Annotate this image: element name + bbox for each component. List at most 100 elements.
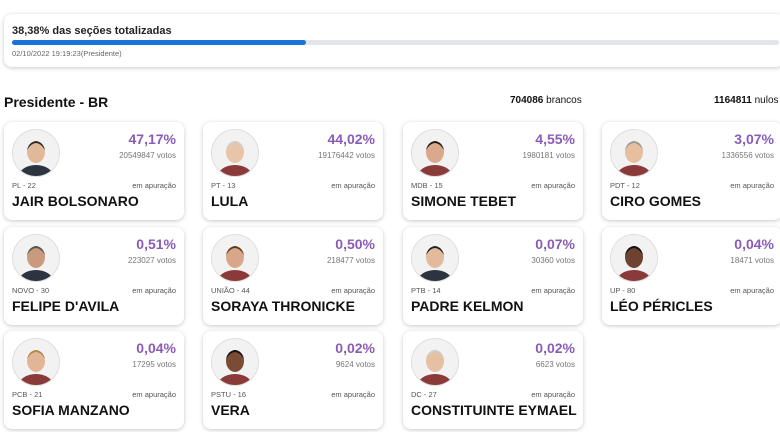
nulos: 1164811 nulos bbox=[714, 95, 779, 106]
candidate-card: 0,04% 18471 votos UP - 80 em apuração LÉO PÉ… bbox=[602, 227, 780, 325]
progress-label: 38,38% das seções totalizadas bbox=[12, 25, 172, 37]
avatar-art bbox=[212, 339, 258, 385]
brancos: 704086 brancos bbox=[510, 95, 582, 106]
candidate-party: MDB - 15 bbox=[411, 181, 443, 190]
candidate-percent: 4,55% bbox=[535, 131, 575, 147]
avatar-art bbox=[13, 130, 59, 176]
candidate-votes: 20549847 votos bbox=[119, 151, 176, 160]
avatar-art bbox=[13, 235, 59, 281]
candidate-status: em apuração bbox=[531, 286, 575, 295]
candidate-photo bbox=[411, 234, 459, 282]
candidate-name: CONSTITUINTE EYMAEL bbox=[411, 402, 577, 418]
candidate-votes: 223027 votos bbox=[127, 256, 176, 265]
candidate-percent: 0,50% bbox=[335, 236, 375, 252]
candidate-card: 0,02% 9624 votos PSTU - 16 em apuração VERA bbox=[203, 331, 383, 429]
candidate-percent: 0,04% bbox=[734, 236, 774, 252]
candidate-status: em apuração bbox=[331, 286, 375, 295]
candidate-photo bbox=[211, 338, 259, 386]
candidate-percent: 44,02% bbox=[327, 131, 375, 147]
candidate-name: SORAYA THRONICKE bbox=[211, 298, 355, 314]
candidate-photo bbox=[211, 129, 259, 177]
candidate-status: em apuração bbox=[132, 286, 176, 295]
candidate-photo bbox=[211, 234, 259, 282]
candidate-votes: 17295 votos bbox=[132, 360, 176, 369]
candidate-card: 0,51% 223027 votos NOVO - 30 em apuração FEL… bbox=[4, 227, 184, 325]
candidate-party: DC - 27 bbox=[411, 390, 437, 399]
candidate-party: PTB - 14 bbox=[411, 286, 441, 295]
section-title: Presidente - BR bbox=[4, 94, 109, 110]
candidate-percent: 0,02% bbox=[335, 340, 375, 356]
candidate-party: PSTU - 16 bbox=[211, 390, 247, 399]
candidate-name: PADRE KELMON bbox=[411, 298, 524, 314]
avatar-art bbox=[611, 235, 657, 281]
candidate-name: SOFIA MANZANO bbox=[12, 402, 130, 418]
candidate-party: NOVO - 30 bbox=[12, 286, 50, 295]
candidate-status: em apuração bbox=[531, 390, 575, 399]
candidate-percent: 0,02% bbox=[535, 340, 575, 356]
candidate-photo bbox=[411, 129, 459, 177]
candidate-card: 44,02% 19176442 votos PT - 13 em apuração LU… bbox=[203, 122, 383, 220]
candidate-party: UP - 80 bbox=[610, 286, 636, 295]
candidate-name: LULA bbox=[211, 193, 249, 209]
avatar-art bbox=[212, 130, 258, 176]
candidate-percent: 0,04% bbox=[136, 340, 176, 356]
candidate-photo bbox=[12, 234, 60, 282]
candidate-status: em apuração bbox=[132, 390, 176, 399]
candidate-status: em apuração bbox=[531, 181, 575, 190]
candidate-percent: 0,51% bbox=[136, 236, 176, 252]
candidate-name: CIRO GOMES bbox=[610, 193, 702, 209]
nulos-count: 1164811 bbox=[714, 95, 752, 106]
candidate-votes: 18471 votos bbox=[730, 256, 774, 265]
candidate-card: 47,17% 20549847 votos PL - 22 em apuração JA… bbox=[4, 122, 184, 220]
progress-track bbox=[12, 40, 779, 45]
candidate-name: LÉO PÉRICLES bbox=[610, 298, 713, 314]
candidate-photo bbox=[610, 234, 658, 282]
candidate-status: em apuração bbox=[331, 390, 375, 399]
candidate-photo bbox=[12, 129, 60, 177]
avatar-art bbox=[412, 339, 458, 385]
progress-panel: 38,38% das seções totalizadas 02/10/2022… bbox=[4, 14, 780, 67]
candidate-party: PCB - 21 bbox=[12, 390, 43, 399]
candidate-votes: 1336556 votos bbox=[721, 151, 775, 160]
candidate-name: FELIPE D'AVILA bbox=[12, 298, 120, 314]
candidate-card: 4,55% 1980181 votos MDB - 15 em apuração SIM… bbox=[403, 122, 583, 220]
candidate-party: UNIÃO - 44 bbox=[211, 286, 250, 295]
candidate-status: em apuração bbox=[730, 181, 774, 190]
candidate-status: em apuração bbox=[132, 181, 176, 190]
candidate-photo bbox=[411, 338, 459, 386]
candidate-party: PDT - 12 bbox=[610, 181, 640, 190]
candidate-name: JAIR BOLSONARO bbox=[12, 193, 139, 209]
timestamp: 02/10/2022 19:19:23(Presidente) bbox=[12, 49, 122, 58]
candidate-photo bbox=[610, 129, 658, 177]
candidate-percent: 3,07% bbox=[734, 131, 774, 147]
candidate-card: 0,50% 218477 votos UNIÃO - 44 em apuração SO… bbox=[203, 227, 383, 325]
brancos-label: brancos bbox=[546, 95, 582, 106]
candidate-photo bbox=[12, 338, 60, 386]
candidate-card: 0,04% 17295 votos PCB - 21 em apuração SOFIA… bbox=[4, 331, 184, 429]
avatar-art bbox=[412, 235, 458, 281]
candidate-card: 3,07% 1336556 votos PDT - 12 em apuração CIR… bbox=[602, 122, 780, 220]
candidate-party: PT - 13 bbox=[211, 181, 236, 190]
candidate-name: VERA bbox=[211, 402, 250, 418]
candidate-name: SIMONE TEBET bbox=[411, 193, 517, 209]
candidate-votes: 6623 votos bbox=[535, 360, 575, 369]
avatar-art bbox=[412, 130, 458, 176]
candidate-party: PL - 22 bbox=[12, 181, 36, 190]
candidate-votes: 218477 votos bbox=[326, 256, 375, 265]
candidate-votes: 30360 votos bbox=[531, 256, 575, 265]
candidate-votes: 1980181 votos bbox=[522, 151, 576, 160]
candidate-votes: 19176442 votos bbox=[318, 151, 375, 160]
avatar-art bbox=[611, 130, 657, 176]
candidate-status: em apuração bbox=[730, 286, 774, 295]
candidate-votes: 9624 votos bbox=[335, 360, 375, 369]
progress-bar bbox=[12, 40, 307, 45]
candidate-percent: 47,17% bbox=[128, 131, 176, 147]
nulos-label: nulos bbox=[754, 95, 779, 106]
avatar-art bbox=[13, 339, 59, 385]
avatar-art bbox=[212, 235, 258, 281]
candidate-status: em apuração bbox=[331, 181, 375, 190]
candidate-card: 0,07% 30360 votos PTB - 14 em apuração PADRE… bbox=[403, 227, 583, 325]
brancos-count: 704086 bbox=[510, 95, 544, 106]
candidate-percent: 0,07% bbox=[535, 236, 575, 252]
